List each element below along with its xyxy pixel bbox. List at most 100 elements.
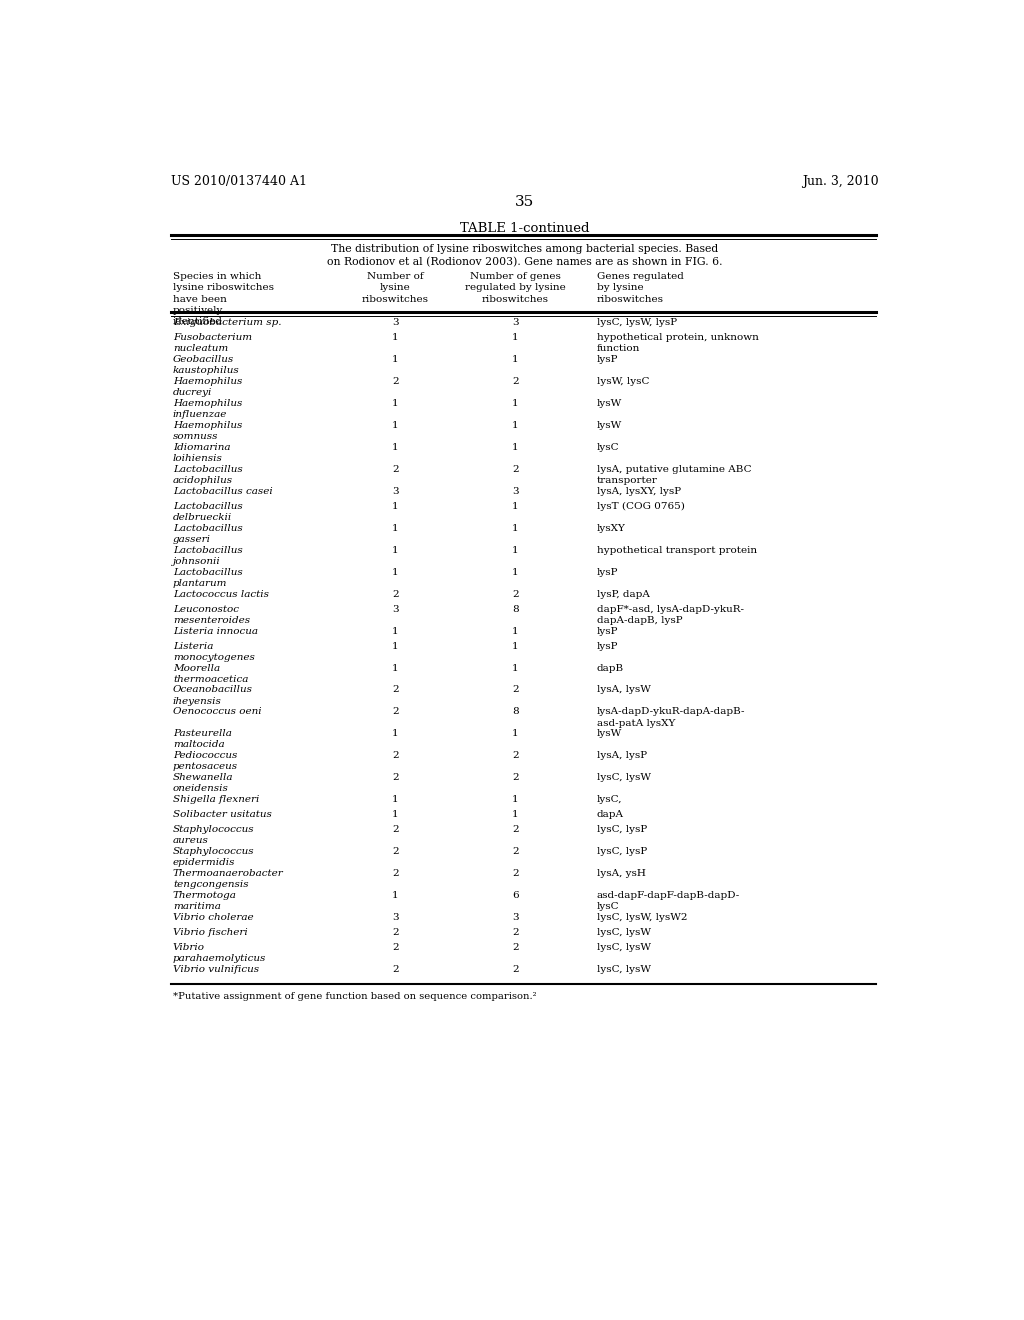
Text: *Putative assignment of gene function based on sequence comparison.²: *Putative assignment of gene function ba…: [173, 991, 537, 1001]
Text: dapF*-asd, lysA-dapD-ykuR-
dapA-dapB, lysP: dapF*-asd, lysA-dapD-ykuR- dapA-dapB, ly…: [597, 605, 743, 624]
Text: Haemophilus
ducreyi: Haemophilus ducreyi: [173, 378, 243, 397]
Text: 1: 1: [392, 355, 398, 364]
Text: 2: 2: [392, 847, 398, 857]
Text: hypothetical transport protein: hypothetical transport protein: [597, 545, 757, 554]
Text: 3: 3: [512, 913, 519, 921]
Text: 1: 1: [512, 810, 519, 820]
Text: lysA, lysXY, lysP: lysA, lysXY, lysP: [597, 487, 681, 496]
Text: 2: 2: [392, 774, 398, 783]
Text: 2: 2: [392, 869, 398, 878]
Text: 1: 1: [512, 627, 519, 635]
Text: 35: 35: [515, 195, 535, 210]
Text: 2: 2: [512, 751, 519, 760]
Text: lysC, lysW: lysC, lysW: [597, 965, 651, 974]
Text: lysA, lysW: lysA, lysW: [597, 685, 650, 694]
Text: Lactobacillus
plantarum: Lactobacillus plantarum: [173, 568, 243, 587]
Text: 1: 1: [392, 568, 398, 577]
Text: 2: 2: [392, 825, 398, 834]
Text: 1: 1: [392, 664, 398, 672]
Text: 1: 1: [512, 502, 519, 511]
Text: lysC, lysP: lysC, lysP: [597, 825, 647, 834]
Text: 2: 2: [512, 928, 519, 937]
Text: lysW: lysW: [597, 730, 623, 738]
Text: 2: 2: [392, 942, 398, 952]
Text: 3: 3: [392, 487, 398, 496]
Text: 1: 1: [392, 795, 398, 804]
Text: Lactobacillus casei: Lactobacillus casei: [173, 487, 272, 496]
Text: 2: 2: [512, 942, 519, 952]
Text: 1: 1: [392, 627, 398, 635]
Text: Vibrio cholerae: Vibrio cholerae: [173, 913, 254, 921]
Text: 3: 3: [392, 913, 398, 921]
Text: 2: 2: [512, 465, 519, 474]
Text: Pasteurella
maltocida: Pasteurella maltocida: [173, 730, 231, 750]
Text: Jun. 3, 2010: Jun. 3, 2010: [802, 176, 879, 189]
Text: 2: 2: [512, 869, 519, 878]
Text: Number of
lysine
riboswitches: Number of lysine riboswitches: [361, 272, 429, 304]
Text: 2: 2: [392, 965, 398, 974]
Text: 1: 1: [512, 730, 519, 738]
Text: Idiomarina
loihiensis: Idiomarina loihiensis: [173, 444, 230, 463]
Text: Thermoanaerobacter
tengcongensis: Thermoanaerobacter tengcongensis: [173, 869, 284, 890]
Text: Listeria
monocytogenes: Listeria monocytogenes: [173, 642, 255, 661]
Text: lysC, lysW: lysC, lysW: [597, 928, 651, 937]
Text: Leuconostoc
mesenteroides: Leuconostoc mesenteroides: [173, 605, 250, 624]
Text: lysC, lysW: lysC, lysW: [597, 774, 651, 783]
Text: 2: 2: [512, 590, 519, 598]
Text: 1: 1: [512, 421, 519, 430]
Text: 1: 1: [512, 524, 519, 533]
Text: Staphylococcus
epidermidis: Staphylococcus epidermidis: [173, 847, 255, 867]
Text: 1: 1: [392, 524, 398, 533]
Text: Geobacillus
kaustophilus: Geobacillus kaustophilus: [173, 355, 240, 375]
Text: lysC, lysW, lysP: lysC, lysW, lysP: [597, 318, 677, 327]
Text: Lactobacillus
gasseri: Lactobacillus gasseri: [173, 524, 243, 544]
Text: 2: 2: [392, 465, 398, 474]
Text: Pediococcus
pentosaceus: Pediococcus pentosaceus: [173, 751, 238, 771]
Text: Haemophilus
somnuss: Haemophilus somnuss: [173, 421, 243, 441]
Text: The distribution of lysine riboswitches among bacterial species. Based
on Rodion: The distribution of lysine riboswitches …: [327, 244, 723, 268]
Text: 1: 1: [512, 795, 519, 804]
Text: Fusobacterium
nucleatum: Fusobacterium nucleatum: [173, 333, 252, 354]
Text: Staphylococcus
aureus: Staphylococcus aureus: [173, 825, 255, 845]
Text: lysC, lysP: lysC, lysP: [597, 847, 647, 857]
Text: asd-dapF-dapF-dapB-dapD-
lysC: asd-dapF-dapF-dapB-dapD- lysC: [597, 891, 740, 911]
Text: 1: 1: [392, 421, 398, 430]
Text: Solibacter usitatus: Solibacter usitatus: [173, 810, 271, 820]
Text: 2: 2: [392, 685, 398, 694]
Text: 2: 2: [512, 774, 519, 783]
Text: lysP, dapA: lysP, dapA: [597, 590, 650, 598]
Text: 2: 2: [512, 378, 519, 385]
Text: lysA, ysH: lysA, ysH: [597, 869, 646, 878]
Text: dapB: dapB: [597, 664, 624, 672]
Text: 3: 3: [392, 605, 398, 614]
Text: lysA, lysP: lysA, lysP: [597, 751, 647, 760]
Text: Oceanobacillus
iheyensis: Oceanobacillus iheyensis: [173, 685, 253, 706]
Text: lysC, lysW: lysC, lysW: [597, 942, 651, 952]
Text: Genes regulated
by lysine
riboswitches: Genes regulated by lysine riboswitches: [597, 272, 684, 304]
Text: 6: 6: [512, 891, 519, 900]
Text: lysW: lysW: [597, 399, 623, 408]
Text: Species in which
lysine riboswitches
have been
positively
identified: Species in which lysine riboswitches hav…: [173, 272, 274, 326]
Text: lysP: lysP: [597, 568, 618, 577]
Text: lysC: lysC: [597, 444, 620, 451]
Text: 2: 2: [512, 685, 519, 694]
Text: 3: 3: [512, 487, 519, 496]
Text: hypothetical protein, unknown
function: hypothetical protein, unknown function: [597, 333, 759, 354]
Text: 1: 1: [392, 730, 398, 738]
Text: TABLE 1-continued: TABLE 1-continued: [460, 222, 590, 235]
Text: Exiguobacterium sp.: Exiguobacterium sp.: [173, 318, 282, 327]
Text: Shewanella
oneidensis: Shewanella oneidensis: [173, 774, 233, 793]
Text: Lactobacillus
acidophilus: Lactobacillus acidophilus: [173, 465, 243, 484]
Text: 1: 1: [392, 399, 398, 408]
Text: 2: 2: [392, 378, 398, 385]
Text: 1: 1: [512, 642, 519, 651]
Text: 1: 1: [512, 664, 519, 672]
Text: Vibrio
parahaemolyticus: Vibrio parahaemolyticus: [173, 942, 266, 964]
Text: 8: 8: [512, 605, 519, 614]
Text: 1: 1: [392, 333, 398, 342]
Text: 1: 1: [512, 568, 519, 577]
Text: 1: 1: [392, 444, 398, 451]
Text: 2: 2: [392, 751, 398, 760]
Text: lysW, lysC: lysW, lysC: [597, 378, 649, 385]
Text: lysA-dapD-ykuR-dapA-dapB-
asd-patA lysXY: lysA-dapD-ykuR-dapA-dapB- asd-patA lysXY: [597, 708, 745, 727]
